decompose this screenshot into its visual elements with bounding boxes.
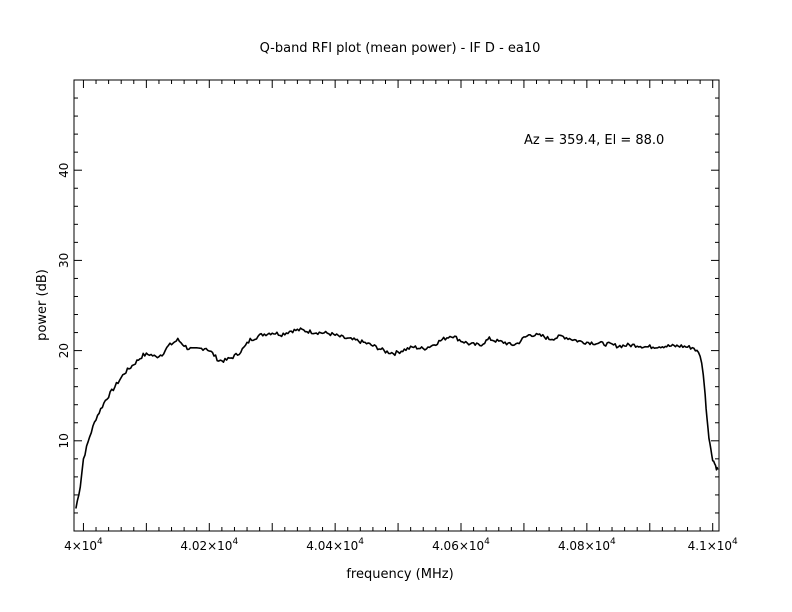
y-tick-label: 10 (57, 433, 71, 448)
y-tick-label: 20 (57, 343, 71, 358)
power-series-line (75, 327, 719, 509)
x-tick-label: 4.06×104 (432, 537, 490, 553)
chart-title: Q-band RFI plot (mean power) - IF D - ea… (260, 41, 541, 56)
az-el-annotation: Az = 359.4, El = 88.0 (524, 133, 664, 148)
x-axis-tick-labels: 4×104 4.02×104 4.04×104 4.06×104 4.08×104 4.1… (64, 537, 738, 553)
x-tick-label: 4.04×104 (306, 537, 364, 553)
x-tick-label: 4.02×104 (180, 537, 238, 553)
x-tick-label: 4.08×104 (558, 537, 616, 553)
x-axis-label: frequency (MHz) (346, 567, 453, 582)
x-tick-label: 4×104 (64, 537, 103, 553)
y-tick-label: 40 (57, 163, 71, 178)
plot-frame (73, 79, 720, 532)
x-axis-ticks (82, 80, 714, 531)
y-axis-tick-labels: 10 20 30 40 (57, 163, 71, 449)
y-tick-label: 30 (57, 253, 71, 268)
x-tick-label: 4.1×104 (688, 537, 738, 553)
y-axis-label: power (dB) (35, 269, 50, 341)
y-axis-ticks (74, 97, 719, 514)
